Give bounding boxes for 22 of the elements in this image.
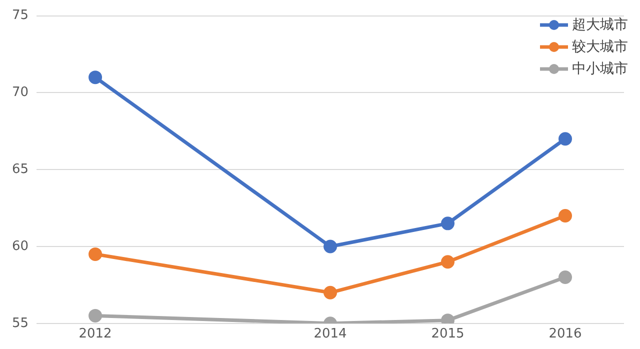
x-tick-label: 2012 (78, 326, 112, 342)
x-tick-label: 2014 (314, 326, 347, 342)
point (558, 270, 572, 284)
point (441, 255, 455, 269)
legend-label: 中小城市 (572, 60, 628, 78)
point (324, 286, 338, 300)
y-tick-label: 70 (12, 85, 29, 100)
point (324, 240, 338, 254)
point (558, 132, 572, 146)
x-tick-label: 2016 (548, 326, 582, 342)
y-tick-label: 65 (12, 162, 29, 177)
y-tick-label: 55 (12, 316, 29, 331)
y-tick-label: 75 (12, 8, 29, 24)
y-tick-label: 60 (12, 238, 29, 254)
legend-label: 超大城市 (572, 16, 628, 34)
point (441, 216, 455, 230)
legend-label: 较大城市 (572, 38, 628, 56)
point (88, 70, 102, 84)
x-tick-label: 2015 (431, 326, 464, 342)
point (558, 208, 572, 222)
point (88, 308, 102, 322)
point (88, 247, 102, 261)
